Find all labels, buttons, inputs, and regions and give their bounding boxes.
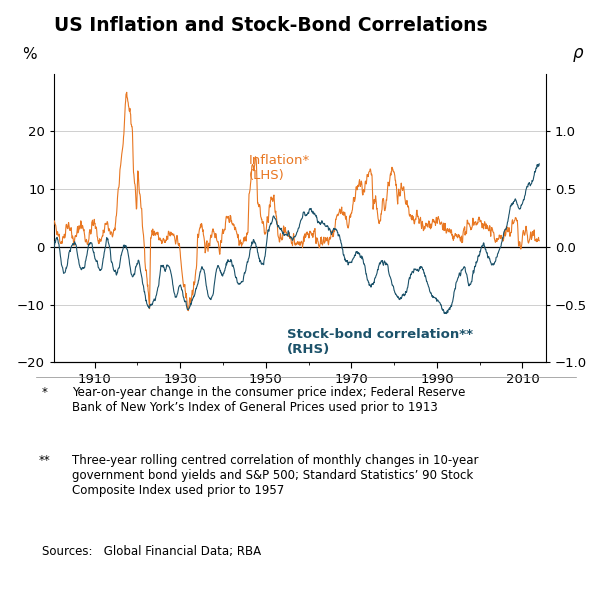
Text: Sources:   Global Financial Data; RBA: Sources: Global Financial Data; RBA (42, 545, 261, 558)
Text: Three-year rolling centred correlation of monthly changes in 10-year
government : Three-year rolling centred correlation o… (72, 454, 479, 497)
Text: Inflation*
(LHS): Inflation* (LHS) (248, 154, 310, 183)
Text: ρ: ρ (573, 44, 584, 62)
Text: %: % (22, 47, 37, 62)
Text: **: ** (39, 454, 51, 466)
Text: Year-on-year change in the consumer price index; Federal Reserve
Bank of New Yor: Year-on-year change in the consumer pric… (72, 386, 466, 414)
Text: *: * (42, 386, 48, 399)
Text: Stock-bond correlation**
(RHS): Stock-bond correlation** (RHS) (287, 327, 473, 356)
Text: US Inflation and Stock-Bond Correlations: US Inflation and Stock-Bond Correlations (54, 16, 488, 35)
